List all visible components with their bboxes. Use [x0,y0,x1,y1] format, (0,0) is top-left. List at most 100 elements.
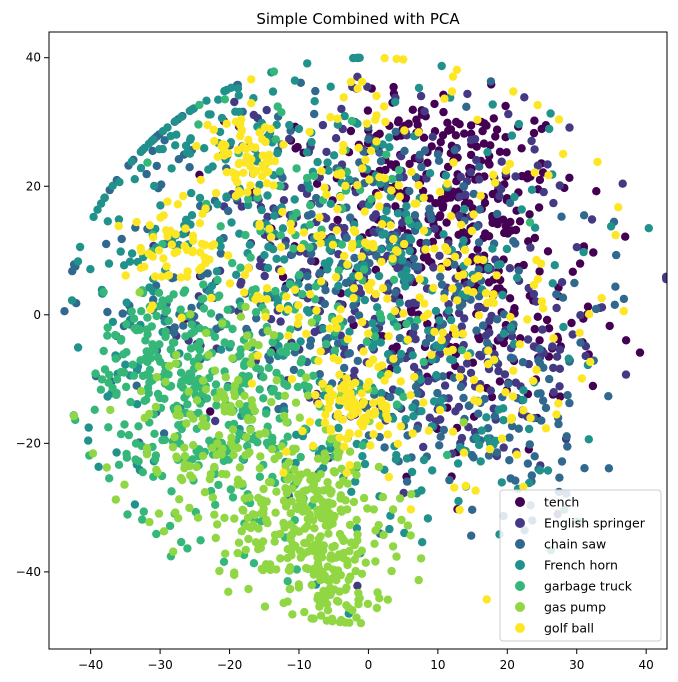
scatter-point [196,175,205,185]
scatter-point [276,317,285,326]
scatter-point [223,383,232,392]
scatter-point [548,279,557,288]
scatter-point [240,361,249,371]
scatter-point [187,329,196,338]
scatter-point [335,370,344,379]
scatter-point [172,410,181,420]
scatter-point [346,126,356,136]
scatter-point [145,517,154,527]
scatter-point [406,531,415,540]
scatter-point [487,296,497,305]
scatter-point [389,82,398,92]
legend-label: English springer [544,516,646,531]
scatter-point [475,175,484,184]
x-tick-label: 20 [500,658,515,672]
scatter-point [291,458,300,468]
scatter-point [274,451,283,460]
scatter-point [360,459,370,469]
scatter-point [304,382,313,392]
scatter-point [206,309,216,318]
scatter-point [482,413,491,422]
scatter-point [495,377,505,386]
scatter-point [331,272,341,282]
scatter-point [524,237,533,246]
scatter-point [160,136,169,145]
scatter-point [367,194,376,204]
scatter-point [504,109,513,119]
scatter-point [340,111,349,121]
scatter-point [249,169,258,178]
scatter-point [446,125,456,134]
scatter-point [473,255,482,264]
scatter-point [406,235,416,244]
legend-marker [515,560,525,570]
scatter-point [349,301,358,310]
scatter-point [345,447,355,456]
scatter-point [365,409,374,418]
plot-frame [48,31,668,650]
points-layer [60,53,667,628]
x-tick-label: −10 [286,658,311,672]
scatter-point [326,434,336,444]
scatter-point [565,173,574,182]
scatter-point [526,413,535,423]
scatter-point [323,502,332,512]
scatter-point [423,319,432,329]
scatter-point [215,236,225,245]
scatter-point [474,440,484,450]
scatter-point [112,375,122,384]
scatter-point [278,224,288,233]
scatter-point [516,334,525,343]
scatter-point [500,370,510,379]
scatter-point [334,597,343,606]
scatter-point [302,373,311,382]
scatter-point [294,527,303,536]
scatter-point [307,256,316,266]
scatter-point [69,411,79,421]
scatter-point [333,120,342,129]
scatter-point [198,209,207,218]
scatter-point [519,386,528,395]
scatter-point [296,452,305,462]
legend-label: golf ball [544,621,594,636]
scatter-point [472,433,481,442]
scatter-point [502,148,511,157]
scatter-point [132,400,142,409]
scatter-point [393,322,402,331]
scatter-point [483,338,492,348]
scatter-point [289,244,298,253]
scatter-point [333,409,343,418]
scatter-point [317,277,326,286]
scatter-point [211,533,220,543]
scatter-point [437,61,446,71]
scatter-point [568,330,577,339]
scatter-point [225,279,235,288]
scatter-point [122,298,131,307]
scatter-point [589,248,598,257]
scatter-point [294,474,303,484]
scatter-point [319,571,329,580]
scatter-point [240,494,249,503]
scatter-point [493,209,502,219]
scatter-point [342,233,351,242]
scatter-point [371,265,381,274]
scatter-point [283,597,292,606]
scatter-point [300,524,309,533]
scatter-point [423,376,433,386]
scatter-point [154,288,164,297]
scatter-point [366,146,376,155]
scatter-point [134,457,143,466]
scatter-point [415,275,424,284]
scatter-point [166,131,175,141]
scatter-point [344,603,353,613]
scatter-point [215,566,224,576]
scatter-point [290,285,300,294]
scatter-point [619,306,628,316]
scatter-point [262,497,271,506]
scatter-point [383,414,392,424]
scatter-point [309,480,319,489]
scatter-point [332,323,341,333]
scatter-point [528,376,538,386]
scatter-point [294,583,304,592]
scatter-point [393,264,402,273]
